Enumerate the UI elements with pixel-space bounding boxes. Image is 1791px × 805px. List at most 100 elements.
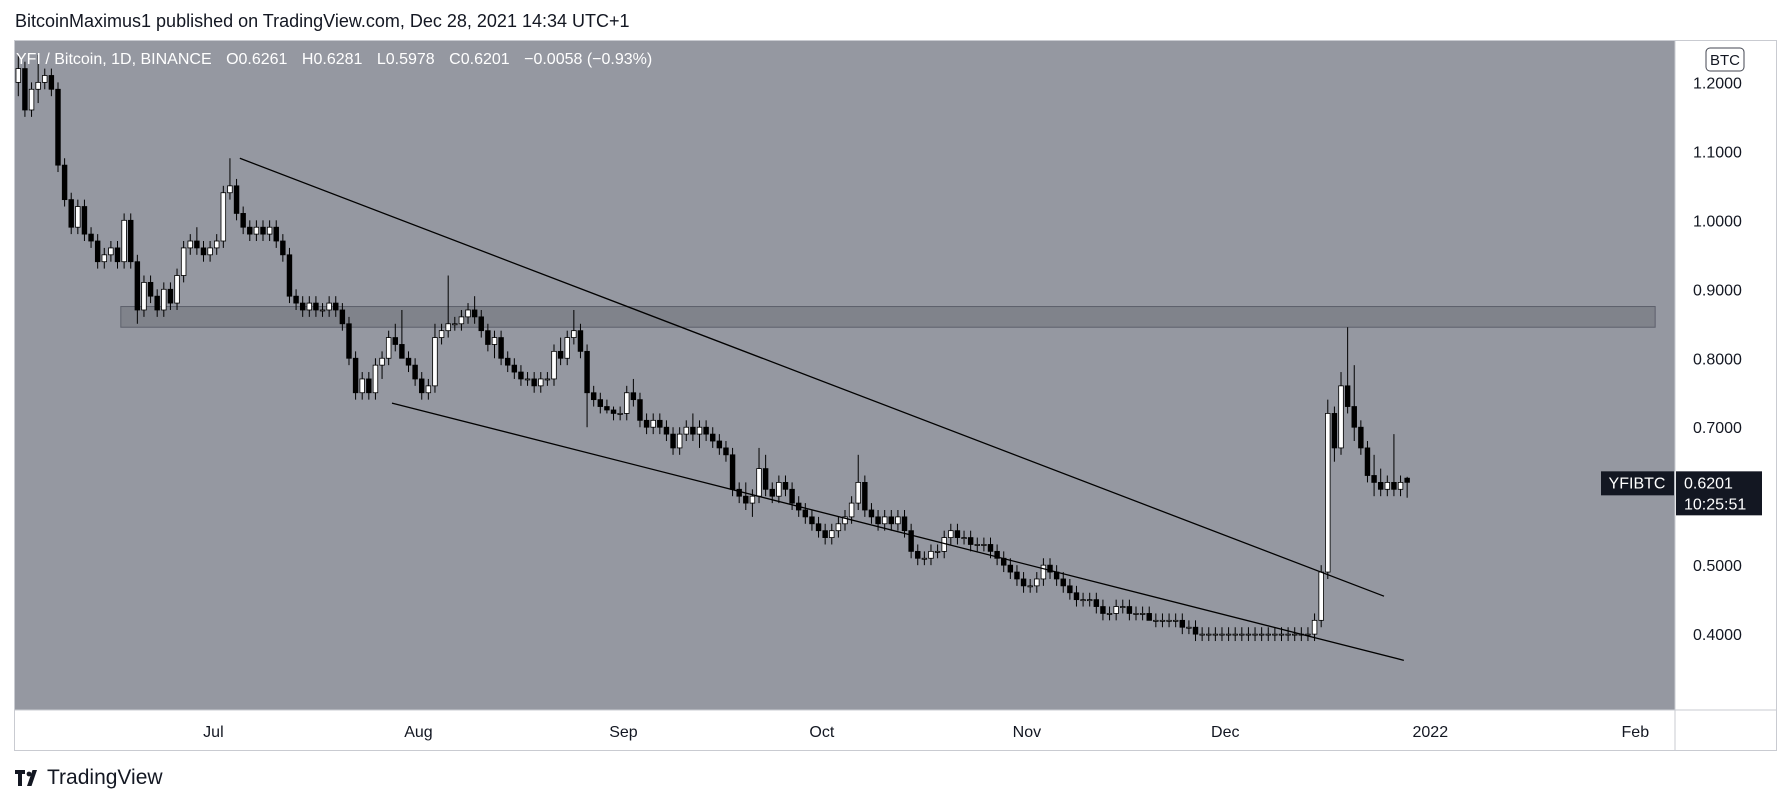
candle (776, 475, 782, 504)
candle (842, 509, 848, 531)
currency-badge-box (1705, 47, 1745, 72)
currency-badge-label: BTC (1710, 52, 1740, 69)
candle-body-up (207, 247, 213, 256)
price-tick-label: 1.2000 (1693, 75, 1742, 92)
candle (108, 241, 114, 262)
ohlc-legend: YFI / Bitcoin, 1D, BINANCE O0.6261 H0.62… (16, 51, 652, 68)
candle-body-down (954, 530, 961, 538)
candle (696, 420, 703, 448)
candle (1060, 572, 1066, 593)
descending-resistance-trendline[interactable] (239, 157, 1385, 597)
candle (855, 454, 861, 510)
candle (676, 427, 683, 455)
candle (1225, 627, 1232, 642)
candle-body-down (233, 185, 240, 214)
candle-body-down (240, 213, 246, 228)
price-tick-label: 0.8000 (1693, 351, 1742, 368)
candle (1245, 627, 1252, 642)
candle (1377, 468, 1384, 497)
candle-body-down (590, 392, 597, 401)
candle (1338, 372, 1344, 455)
candle (538, 372, 544, 393)
candle (749, 489, 756, 517)
candle-body-up (683, 426, 689, 435)
candle (247, 220, 253, 242)
candle-body-up (1325, 413, 1331, 573)
candle-body-up (934, 550, 941, 553)
candle (881, 509, 888, 531)
descending-support-trendline[interactable] (391, 402, 1405, 661)
candle (888, 509, 895, 531)
tradingview-logo-icon (15, 770, 37, 786)
candle-body-down (399, 344, 405, 359)
candle (1325, 399, 1331, 579)
currency-badge[interactable]: BTC (1705, 47, 1745, 72)
candle-body-down (630, 392, 637, 401)
candle (458, 309, 465, 331)
candle (366, 372, 372, 400)
candle-body-up (1027, 585, 1033, 588)
candle (293, 289, 299, 310)
trendlines-layer (239, 157, 1405, 661)
candle-body-up (749, 495, 756, 504)
price-tag-countdown: 10:25:51 (1684, 496, 1746, 513)
candle (518, 365, 524, 386)
candle-body-down (81, 206, 88, 235)
candle (306, 296, 313, 317)
candle-body-down (994, 550, 1000, 559)
candle-body-down (815, 523, 822, 532)
publisher-attribution: BitcoinMaximus1 published on TradingView… (15, 11, 630, 31)
candle (1358, 420, 1364, 455)
candlestick-chart[interactable]: 1.20001.10001.00000.90000.80000.70000.60… (15, 41, 1776, 750)
candle (703, 420, 709, 442)
candle (511, 358, 518, 379)
candle-body-up (895, 516, 901, 525)
last-price-tag: YFIBTC 0.6201 10:25:51 (1601, 471, 1762, 516)
candle-body-up (928, 550, 934, 559)
candle (1305, 627, 1311, 642)
candle (213, 234, 220, 255)
candle-body-up (1159, 619, 1166, 622)
candle (333, 296, 339, 317)
candle-body-up (1034, 578, 1040, 587)
candle-body-up (551, 350, 557, 380)
candle (352, 351, 359, 400)
candle-body-up (650, 419, 656, 428)
candle-body-down (584, 350, 590, 394)
candle (1007, 558, 1014, 579)
candle (432, 323, 438, 393)
candle-body-down (1391, 482, 1397, 490)
candle-body-down (557, 350, 564, 359)
candle (372, 358, 379, 400)
candle-body-down (405, 357, 412, 366)
candle (220, 185, 227, 248)
candle (1186, 620, 1192, 635)
candle (1047, 558, 1053, 579)
candle (597, 392, 604, 414)
candle (1272, 627, 1278, 642)
candle-body-up (379, 357, 385, 366)
candle (42, 68, 48, 90)
candle (862, 475, 868, 517)
candle (392, 323, 398, 352)
candle (1073, 585, 1080, 607)
candle-body-down (888, 516, 895, 525)
candle-body-up (981, 544, 987, 546)
candle (782, 475, 789, 497)
candle-body-up (1285, 633, 1291, 636)
candle-body-up (15, 68, 22, 83)
candle (504, 351, 511, 373)
candle-body-down (154, 295, 160, 311)
candle-body-up (564, 337, 570, 359)
candle (207, 241, 213, 262)
time-tick-label: Oct (809, 724, 834, 741)
candle (121, 213, 127, 269)
candle (405, 351, 412, 373)
candle-body-up (1133, 613, 1139, 615)
candle (1113, 599, 1119, 621)
candle-body-down (313, 302, 319, 311)
candle (1146, 606, 1152, 621)
candle-body-up (756, 468, 762, 497)
candle (1159, 613, 1166, 628)
candle (141, 275, 147, 317)
